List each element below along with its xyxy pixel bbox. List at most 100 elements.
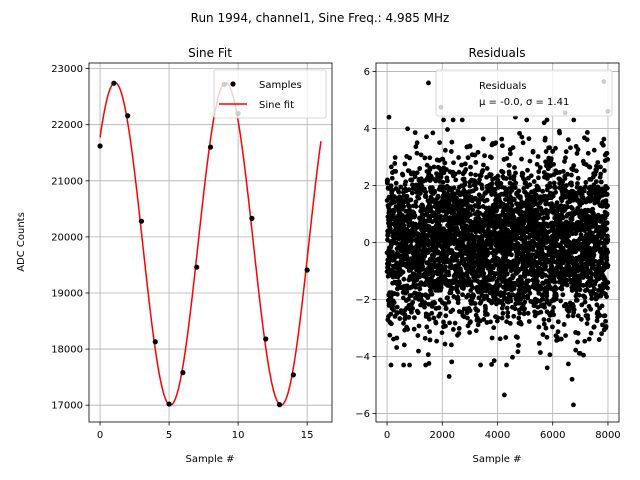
residual-point [519,156,524,162]
residual-point [486,250,492,256]
residual-point [520,140,526,146]
residual-point [551,180,557,186]
residual-point [522,274,528,279]
residual-point [479,185,485,191]
residual-point [454,258,460,263]
residual-point [433,245,439,251]
residual-point [543,149,549,154]
residual-point [456,155,461,160]
residuals-ytick-label: −6 [355,409,370,420]
residual-point [430,130,436,136]
residual-point [485,312,490,317]
residual-point [557,130,562,136]
residual-point [456,169,462,175]
residual-point [433,320,439,326]
residual-point [397,280,402,286]
residual-point [410,170,416,176]
residual-point [605,263,611,268]
residual-point [604,220,610,226]
residual-point [401,204,407,209]
residual-point [409,293,414,298]
residual-point [518,321,524,327]
residual-point [584,130,590,135]
residual-point [540,296,546,302]
residual-point [413,199,419,205]
figure-suptitle: Run 1994, channel1, Sine Freq.: 4.985 MH… [191,11,450,25]
residual-point [417,166,423,171]
residual-point [563,149,569,155]
residual-point [520,171,526,177]
residual-point [459,117,465,123]
residual-point [575,147,581,152]
residual-point [589,230,595,236]
residual-point [605,157,611,162]
residual-point [586,336,592,342]
residual-point [404,227,410,233]
residuals-legend-title: Residuals [479,81,526,92]
residual-point [503,335,509,340]
residual-point [563,155,568,161]
residual-point [427,329,433,335]
residual-point [575,313,581,319]
residual-point [414,140,420,146]
residual-point [498,293,504,298]
residual-point [442,160,448,166]
residual-point [544,334,550,340]
residual-point [415,333,421,338]
residual-point [468,319,473,325]
residual-point [484,320,490,325]
residual-point [573,347,579,353]
residual-point [577,279,582,284]
sine-fit-ytick-label: 20000 [51,232,83,243]
residual-point [491,358,497,364]
residual-point [451,160,456,166]
residual-point [467,308,473,313]
residual-point [450,286,456,291]
residual-point [412,130,418,136]
residual-point [437,140,443,146]
residual-point [562,176,568,181]
residual-point [438,213,444,219]
residual-point [591,286,597,292]
residual-point [475,322,481,328]
residual-point [497,282,503,288]
residual-point [398,184,404,190]
residuals-xlabel: Sample # [472,454,521,465]
residual-point [420,264,426,269]
residual-point [517,310,523,316]
residual-point [477,177,482,183]
residual-point [450,307,456,313]
residual-point [394,291,400,297]
residual-outlier-point [569,376,575,382]
residual-point [522,306,527,312]
residual-point [406,223,412,228]
residual-point [553,185,558,191]
residual-point [413,144,419,150]
residual-point [568,145,573,151]
residual-point [468,171,474,177]
residual-point [394,345,400,350]
residual-point [489,155,494,161]
residual-point [491,275,497,280]
residual-point [493,140,499,146]
residual-point [526,287,532,292]
residual-point [495,315,501,321]
residual-point [409,309,414,315]
sample-point [304,267,310,273]
residual-point [402,312,408,318]
residual-point [457,279,462,285]
residual-point [427,155,433,161]
residual-point [540,188,546,194]
sine-fit-panel: Sine Fit 0 5 10 15 17000 18000 19000 20000 21000… [16,46,333,465]
residuals-xtick-label: 4000 [485,430,510,441]
residual-point [413,203,419,209]
residual-point [565,204,571,210]
residual-point [527,182,533,188]
residuals-ytick-label: −2 [355,295,370,306]
residual-point [478,362,483,368]
residual-point [539,285,545,291]
residual-outlier-point [502,392,507,398]
residual-point [411,315,417,320]
residual-point [459,162,464,168]
